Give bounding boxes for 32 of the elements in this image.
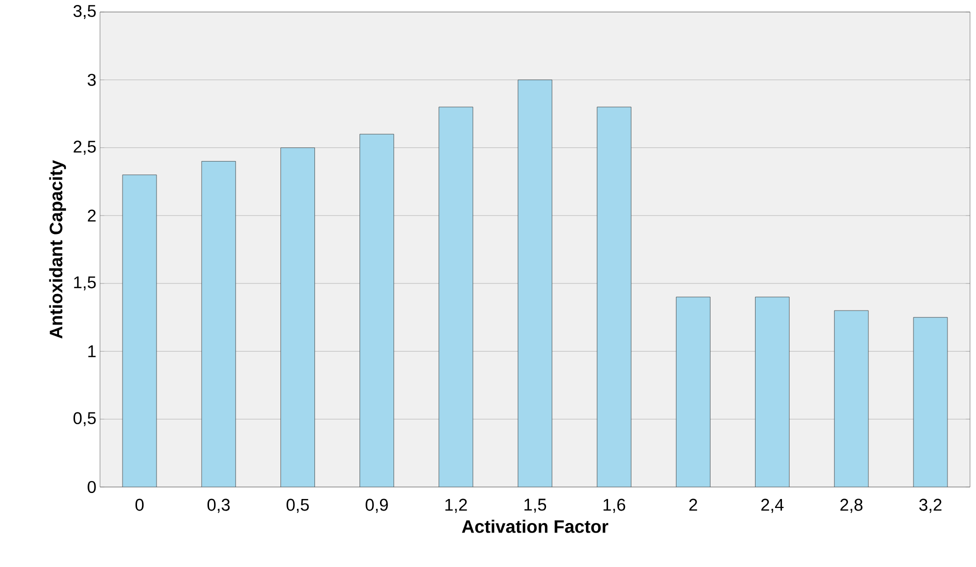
x-tick-label: 0,5 [286,498,309,513]
x-tick-label: 0,9 [366,498,388,513]
x-tick-label: 3,2 [919,498,942,513]
bar [596,106,632,487]
x-tick-label: 0 [135,498,144,511]
x-tick-label: 0,3 [207,498,230,513]
y-tick-label: 0 [88,480,96,494]
x-tick-label: 2 [689,498,698,511]
bar [518,80,552,487]
y-tick-label: 3,5 [73,4,96,20]
bar [913,317,948,487]
y-tick-label: 2 [88,210,96,222]
bar [834,310,869,487]
bar [122,174,157,487]
x-tick-label: 2,4 [761,498,784,513]
bar [755,296,790,487]
bar [280,148,315,487]
bar [360,134,394,487]
bar [676,296,710,487]
x-tick-label: 1,6 [604,498,626,513]
y-tick-label: 3 [88,74,96,86]
y-axis-title: Antioxidant Capacity [49,160,66,339]
x-tick-label: 2,8 [840,498,862,513]
x-axis-title: Activation Factor [462,520,608,533]
x-tick-label: 1,2 [445,498,467,513]
y-tick-label: 1 [88,345,96,358]
x-tick-label: 1,5 [524,498,546,513]
y-tick-label: 0,5 [73,412,96,426]
bar [201,161,236,487]
y-tick-label: 2,5 [74,140,96,155]
y-tick-label: 1,5 [74,276,96,290]
bar [438,106,474,487]
